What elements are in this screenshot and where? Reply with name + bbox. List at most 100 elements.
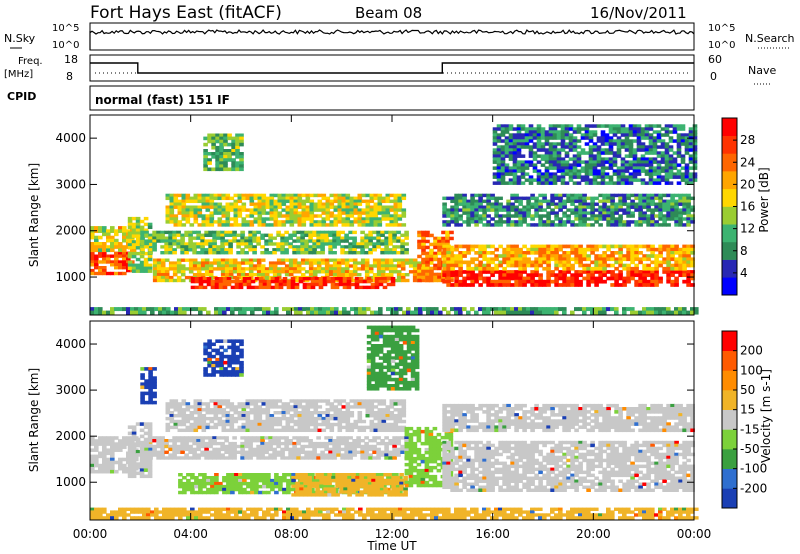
heatmap-cell [188,245,193,249]
heatmap-cell [588,145,594,149]
heatmap-cell [590,307,595,312]
heatmap-cell [332,261,338,265]
heatmap-cell [240,441,245,446]
heatmap-cell [642,270,647,274]
heatmap-cell [249,199,255,204]
heatmap-cell [169,414,175,418]
heatmap-cell [322,307,327,312]
heatmap-cell [490,251,495,255]
heatmap-cell [524,133,530,137]
heatmap-cell [181,414,187,418]
heatmap-cell [458,254,463,258]
heatmap-cell [648,142,654,146]
heatmap-cell [208,242,213,246]
heatmap-cell [437,278,442,283]
heatmap-cell [674,247,679,252]
heatmap-cell [522,279,527,284]
heatmap-cell [680,139,686,143]
heatmap-cell [176,444,181,449]
heatmap-cell [578,223,583,227]
heatmap-cell [169,211,175,215]
heatmap-cell [670,214,675,218]
heatmap-cell [209,419,215,424]
heatmap-cell [228,248,233,252]
heatmap-cell [206,277,212,281]
heatmap-cell [225,217,231,221]
heatmap-cell [147,269,153,273]
heatmap-cell [377,196,383,201]
heatmap-cell [181,193,187,198]
heatmap-cell [192,264,198,268]
heatmap-cell [237,214,243,218]
heatmap-cell [357,217,363,221]
heatmap-cell [470,205,475,209]
heatmap-cell [320,230,325,235]
heatmap-cell [590,251,595,255]
heatmap-cell [131,263,137,268]
heatmap-cell [454,244,459,249]
heatmap-cell [420,278,426,283]
heatmap-cell [131,216,137,221]
heatmap-cell [594,217,599,221]
heatmap-cell [546,279,551,284]
heatmap-cell [193,211,199,215]
heatmap-cell [177,411,183,415]
heatmap-cell [554,254,559,258]
heatmap-cell [384,230,389,235]
heatmap-cell [417,239,422,244]
heatmap-cell [478,199,483,204]
heatmap-cell [177,422,183,427]
heatmap-cell [381,205,387,209]
heatmap-cell [562,266,567,271]
heatmap-cell [618,244,623,249]
heatmap-cell [686,193,691,198]
heatmap-cell [219,161,224,165]
heatmap-cell [532,169,538,173]
heatmap-cell [578,273,583,278]
heatmap-cell [122,263,127,267]
heatmap-cell [90,469,95,474]
heatmap-cell [410,310,415,315]
heatmap-cell [638,260,643,265]
heatmap-cell [442,220,447,224]
heatmap-cell [276,436,281,440]
heatmap-cell [372,273,378,277]
heatmap-cell [596,157,602,161]
heatmap-cell [388,264,394,268]
heatmap-cell [528,145,534,149]
heatmap-cell [328,273,334,277]
heatmap-cell [118,457,123,462]
heatmap-cell [241,220,247,224]
heatmap-cell [147,459,153,463]
heatmap-cell [496,139,502,143]
heatmap-cell [618,220,623,224]
heatmap-cell [634,202,639,206]
heatmap-cell [345,223,351,227]
heatmap-cell [514,257,519,262]
heatmap-cell [674,217,679,221]
heatmap-cell [238,279,244,284]
heatmap-cell [340,453,345,457]
heatmap-cell [228,261,234,265]
heatmap-cell [672,151,678,155]
heatmap-cell [658,310,663,315]
heatmap-cell [292,261,298,265]
heatmap-cell [212,453,217,457]
heatmap-cell [188,248,193,252]
heatmap-cell [369,220,375,224]
heatmap-cell [245,214,251,218]
heatmap-cell [550,279,555,284]
heatmap-cell [454,276,459,281]
heatmap-cell [384,453,389,457]
heatmap-cell [139,459,145,463]
heatmap-cell [180,450,185,454]
heatmap-cell [660,142,666,146]
heatmap-cell [606,247,611,252]
heatmap-cell [466,214,471,218]
heatmap-cell [102,460,107,465]
heatmap-cell [204,251,209,255]
heatmap-cell [205,196,211,201]
heatmap-cell [362,279,368,284]
heatmap-cell [610,223,615,227]
heatmap-cell [590,244,595,249]
